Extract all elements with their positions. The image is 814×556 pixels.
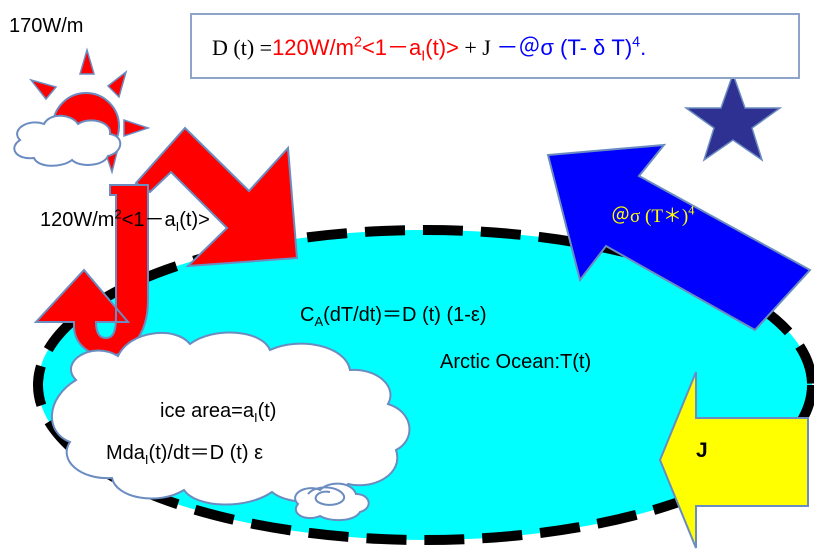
heat-transport-arrow [658,371,809,549]
ocean-heat-equation: CA(dT/dt)＝D (t) (1-ε) [300,304,487,329]
arctic-ocean-label: Arctic Ocean:T(t) [440,351,592,373]
sun-ray-icon [123,118,151,138]
star-icon [683,71,783,162]
absorbed-insolation-label: 120W/m2<1－aI(t)> [40,206,210,234]
sun-ray-icon [79,47,95,75]
equation-lhs: D (t) = [212,35,273,60]
equation-outgoing: －＠σ (T- δ T)4. [496,34,647,60]
outgoing-radiation-arrow [546,143,812,332]
ice-growth-equation: MdaI(t)/dt＝D (t) ε [106,442,263,467]
ice-area-label: ice area=aI(t) [160,400,277,425]
cloud-icon [13,114,122,167]
incoming-radiation-arrow [134,126,299,268]
equation-plus-j: + J [458,35,497,60]
sun-flux-label: 170W/m [9,15,84,37]
energy-balance-equation: D (t) =120W/m2<1－aI(t)> + J －＠σ (T- δ T)… [212,34,647,65]
energy-balance-equation-box: D (t) =120W/m2<1－aI(t)> + J －＠σ (T- δ T)… [190,13,800,79]
sun-ray-icon [106,70,128,99]
ice-cloud [51,331,411,506]
cloud-swirl-icon [307,486,346,506]
equation-insolation: 120W/m2<1－aI(t)> [272,34,459,65]
heat-transport-label: J [696,439,708,462]
outgoing-radiation-label: ＠σ (T＊)4 [611,203,695,227]
sun-ray-icon [28,78,58,101]
